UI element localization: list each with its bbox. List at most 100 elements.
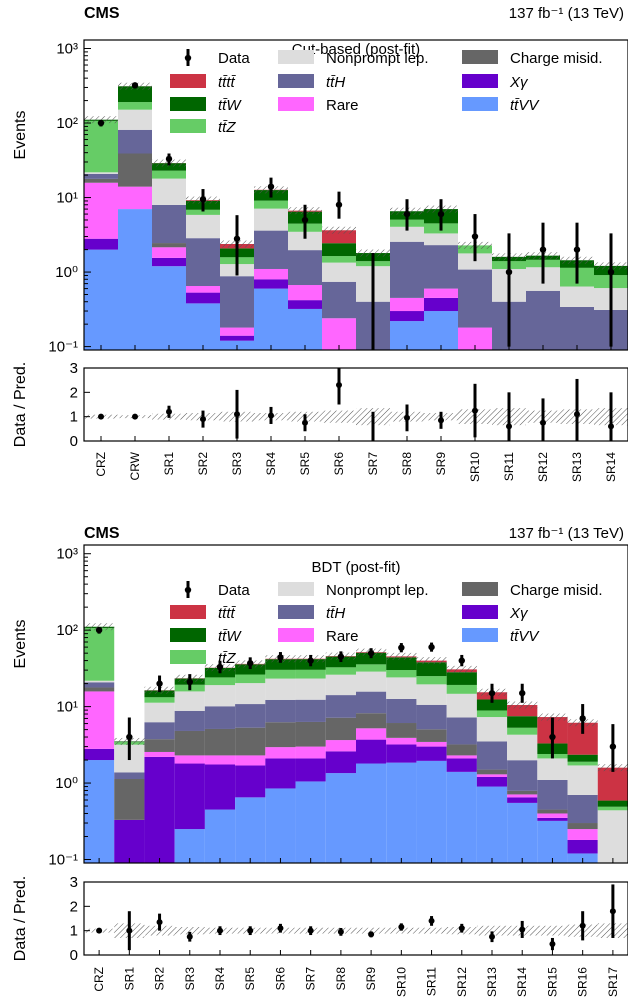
bar-nonpromptlep-sr6: [265, 678, 296, 700]
ratio-point-sr3: [234, 411, 240, 418]
ratio-y-tick-label: 2: [70, 898, 78, 915]
bar-rare-sr11: [416, 741, 447, 747]
legend-swatch-ttH: [278, 74, 314, 88]
uncertainty-band-sr15: [537, 713, 568, 721]
bar-tth-sr3: [220, 276, 254, 328]
uncertainty-band-sr11: [416, 657, 447, 665]
bar-x-crz: [84, 238, 118, 250]
bar-ttz-sr9: [356, 664, 387, 672]
ratio-band-sr3: [174, 927, 205, 935]
bar-nonpromptlep-sr5: [288, 231, 322, 251]
lumi-label: 137 fb⁻¹ (13 TeV): [509, 525, 624, 542]
ratio-point-sr4: [268, 412, 274, 419]
ratio-point-sr16: [579, 922, 586, 929]
legend-label-xgamma: Xγ: [509, 605, 529, 622]
bar-ttvv-sr10: [386, 762, 417, 863]
category-label-sr14: SR14: [515, 967, 529, 997]
data-point-sr5: [247, 659, 254, 667]
bar-nonpromptlep-sr9: [356, 671, 387, 692]
bar-ttvv-sr15: [537, 820, 568, 863]
bar-rare-sr7: [295, 746, 326, 759]
bar-chargemisid-sr15: [537, 809, 568, 814]
bar-ttw-sr6: [265, 659, 296, 670]
category-label-sr15: SR15: [545, 967, 559, 997]
category-label-sr6: SR6: [332, 452, 346, 476]
y-axis-ticks: 10⁻¹ 10⁰ 10¹ 10² 10³: [48, 546, 614, 955]
bar-tth-sr11: [416, 704, 447, 730]
data-point-sr15: [549, 733, 556, 741]
bar-tth-sr4: [204, 706, 236, 729]
bar-tth-sr8: [325, 695, 356, 718]
bar-ttvv-sr7: [295, 781, 326, 863]
category-label-sr12: SR12: [536, 452, 550, 482]
bar-ttz-crw: [118, 102, 152, 110]
data-point-sr3: [186, 678, 193, 686]
bar-ttvv-crz: [84, 249, 118, 350]
legend-label-xgamma: Xγ: [509, 74, 529, 91]
bar-nonpromptlep-sr6: [322, 262, 356, 282]
bar-x-sr7: [295, 758, 326, 782]
bar-rare-sr10: [386, 737, 417, 745]
bar-tth-sr8: [390, 241, 424, 298]
data-point-crw: [131, 82, 139, 89]
category-label-sr5: SR5: [298, 452, 312, 476]
y-tick-label: 10³: [56, 40, 78, 57]
ratio-point-sr5: [302, 419, 308, 426]
legend-swatch-ttVV: [462, 628, 498, 642]
bar-x-sr15: [537, 817, 568, 821]
legend-swatch-chargemisid: [462, 582, 498, 596]
legend-label-data: Data: [218, 50, 250, 67]
bar-ttz-sr4: [254, 200, 288, 209]
bar-nonpromptlep-crw: [118, 109, 152, 130]
bar-ttz-sr6: [265, 669, 296, 679]
bar-rare-sr2: [186, 286, 220, 293]
category-label-crw: CRW: [128, 451, 142, 480]
stack-bars: [84, 82, 628, 350]
ratio-y-axis-label: Data / Pred.: [12, 362, 29, 447]
bar-chargemisid-sr1: [152, 243, 186, 248]
bar-nonpromptlep-sr11: [416, 684, 447, 705]
legend-label-ttZ: tt̄Z: [218, 650, 236, 667]
ratio-point-sr12: [540, 419, 546, 426]
bar-rare-sr5: [235, 755, 266, 766]
bar-ttz-sr10: [386, 670, 417, 678]
bar-ttw-sr12: [446, 672, 477, 685]
bar-ttz-sr16: [567, 761, 598, 766]
category-label-sr17: SR17: [606, 967, 620, 997]
category-label-sr7: SR7: [366, 452, 380, 476]
bar-ttw-sr13: [476, 699, 508, 711]
category-label-sr6: SR6: [273, 967, 287, 991]
bar-ttz-sr8: [325, 667, 356, 675]
bar-ttw-sr9: [356, 652, 387, 665]
bar-tth-sr6: [265, 699, 296, 723]
bar-nonpromptlep-sr12: [446, 693, 477, 718]
stack-bars: [84, 623, 628, 863]
bar-tth-sr12: [526, 290, 560, 350]
bar-x-sr3: [220, 335, 254, 341]
bar-x-sr4: [254, 279, 288, 289]
y-tick-label: 10²: [56, 115, 78, 132]
legend-label-tttt: tt̄tt̄: [218, 605, 237, 622]
uncertainty-band-sr7: [356, 249, 390, 257]
category-label-sr4: SR4: [213, 967, 227, 991]
uncertainty-band-sr14: [507, 701, 538, 709]
bar-ttw-sr1: [152, 163, 186, 171]
bar-chargemisid-sr8: [325, 717, 356, 741]
bar-chargemisid-sr11: [416, 729, 447, 742]
bar-tttt-sr14: [507, 705, 538, 717]
data-point-sr1: [126, 733, 133, 741]
category-label-sr1: SR1: [122, 967, 136, 991]
bar-ttvv-sr4: [254, 288, 288, 350]
data-point-sr14: [607, 268, 615, 276]
ratio-band-sr6: [322, 410, 356, 423]
panel-title: BDT (post-fit): [312, 559, 401, 576]
bar-chargemisid-sr16: [567, 823, 598, 830]
legend-swatch-ttW: [170, 97, 206, 111]
uncertainty-band-crz: [84, 116, 118, 124]
data-point-sr17: [609, 743, 617, 750]
ratio-point-sr14: [519, 926, 526, 933]
legend-label-nonprompt: Nonprompt lep.: [326, 50, 429, 67]
bar-rare-sr12: [446, 755, 477, 759]
y-tick-label: 10²: [56, 622, 78, 639]
category-label-crz: CRZ: [94, 452, 108, 477]
